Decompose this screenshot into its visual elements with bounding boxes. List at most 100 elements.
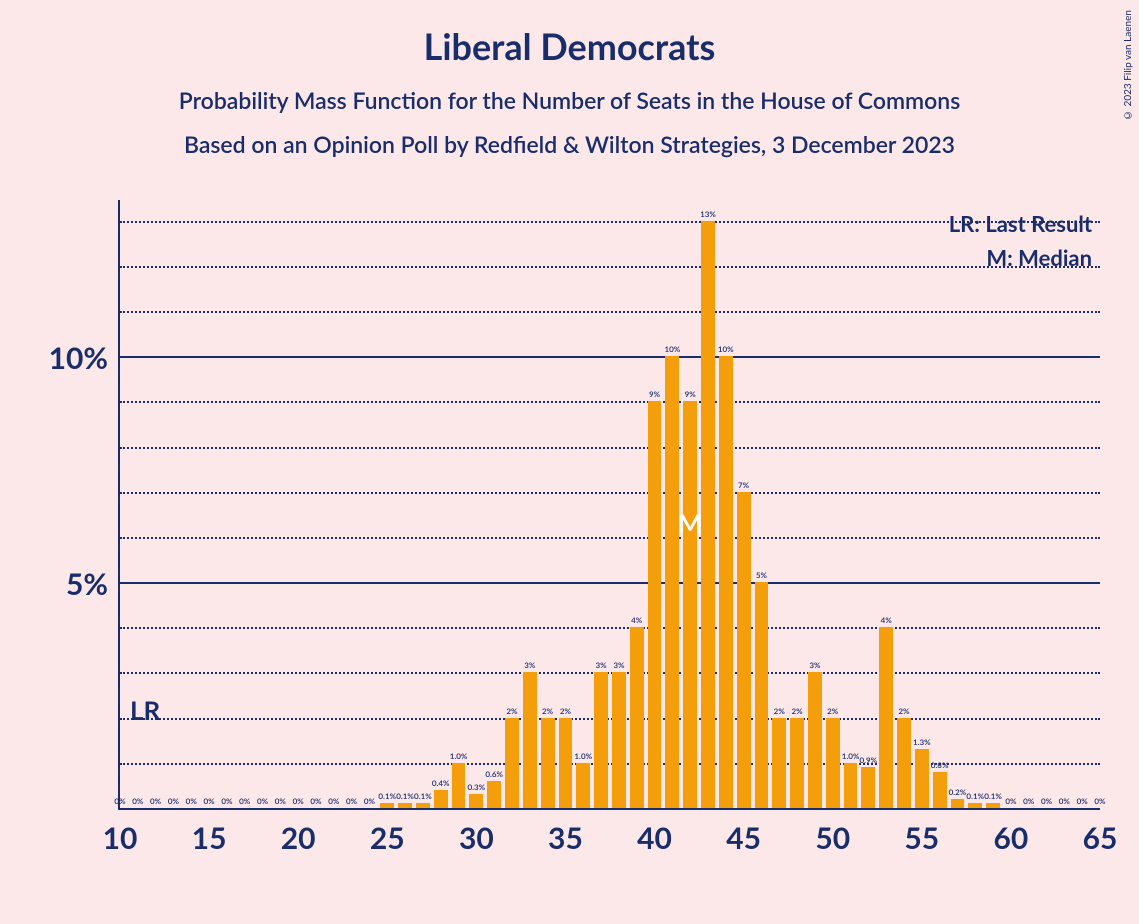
bar-value-label: 2% — [542, 706, 553, 716]
x-axis-label: 25 — [370, 820, 405, 856]
bar: 0.1% — [380, 803, 394, 808]
bar-value-label: 0.2% — [949, 787, 967, 797]
bar: 2% — [541, 718, 555, 808]
gridline — [120, 492, 1100, 494]
bar-value-label: 0% — [1094, 796, 1105, 806]
bar-value-label: 2% — [506, 706, 517, 716]
bar-value-label: 2% — [898, 706, 909, 716]
bar-value-label: 0.1% — [396, 791, 414, 801]
bar-value-label: 3% — [524, 660, 535, 670]
bar-value-label: 10% — [718, 344, 734, 354]
bar-value-label: 0% — [221, 796, 232, 806]
y-axis-label: 10% — [49, 340, 108, 376]
bar-value-label: 1.3% — [913, 737, 931, 747]
bar: 5% — [755, 582, 769, 808]
gridline — [120, 672, 1100, 674]
bar-value-label: 4% — [631, 615, 642, 625]
bar-value-label: 0% — [328, 796, 339, 806]
bar: 1.0% — [452, 763, 466, 808]
gridline — [120, 356, 1100, 358]
bar-value-label: 9% — [649, 389, 660, 399]
x-axis-label: 20 — [281, 820, 316, 856]
bar: 2% — [559, 718, 573, 808]
bar-value-label: 0% — [364, 796, 375, 806]
bar-value-label: 3% — [596, 660, 607, 670]
bar: 1.0% — [576, 763, 590, 808]
bar-value-label: 0% — [168, 796, 179, 806]
bar-value-label: 0% — [1041, 796, 1052, 806]
x-axis-label: 35 — [548, 820, 583, 856]
bar-value-label: 0.1% — [966, 791, 984, 801]
bar-value-label: 2% — [792, 706, 803, 716]
x-axis-label: 10 — [103, 820, 138, 856]
bar-value-label: 0% — [204, 796, 215, 806]
bar-value-label: 2% — [560, 706, 571, 716]
bar-value-label: 3% — [613, 660, 624, 670]
last-result-marker: LR — [130, 694, 160, 726]
bar-value-label: 0% — [275, 796, 286, 806]
bar-value-label: 0.8% — [931, 760, 949, 770]
x-axis-label: 65 — [1083, 820, 1118, 856]
bar-value-label: 0.1% — [414, 791, 432, 801]
bar: 2% — [826, 718, 840, 808]
bar-value-label: 0% — [257, 796, 268, 806]
bar-value-label: 0% — [239, 796, 250, 806]
chart-plot-area: LR: Last Result M: Median 5%10%101520253… — [120, 200, 1100, 810]
bar: 9%M — [683, 401, 697, 808]
y-axis-label: 5% — [66, 566, 108, 602]
bar-value-label: 1.0% — [574, 751, 592, 761]
bar-value-label: 10% — [664, 344, 680, 354]
bar-value-label: 5% — [756, 570, 767, 580]
bar: 3% — [594, 672, 608, 808]
x-axis-label: 40 — [637, 820, 672, 856]
bar: 13% — [701, 221, 715, 808]
bar: 4% — [879, 627, 893, 808]
x-axis-label: 60 — [994, 820, 1029, 856]
x-axis-label: 45 — [726, 820, 761, 856]
bar-value-label: 0.1% — [984, 791, 1002, 801]
bar-value-label: 0% — [114, 796, 125, 806]
chart-subtitle-1: Probability Mass Function for the Number… — [0, 68, 1139, 114]
x-axis-line — [120, 808, 1100, 810]
bar: 3% — [523, 672, 537, 808]
x-axis-label: 55 — [904, 820, 939, 856]
bar: 0.6% — [487, 781, 501, 808]
bar-value-label: 0% — [1059, 796, 1070, 806]
bar-value-label: 9% — [685, 389, 696, 399]
bar: 4% — [630, 627, 644, 808]
median-marker: M — [678, 507, 703, 539]
bar-value-label: 0.9% — [860, 755, 878, 765]
bar: 1.0% — [844, 763, 858, 808]
bar: 0.9% — [861, 767, 875, 808]
gridline — [120, 582, 1100, 584]
bar-value-label: 0% — [186, 796, 197, 806]
bar: 10% — [665, 356, 679, 808]
x-axis-label: 50 — [815, 820, 850, 856]
bar: 2% — [790, 718, 804, 808]
bar: 2% — [772, 718, 786, 808]
bar: 10% — [719, 356, 733, 808]
bar: 0.1% — [416, 803, 430, 808]
bar: 9% — [648, 401, 662, 808]
bar-value-label: 3% — [809, 660, 820, 670]
bar: 0.1% — [968, 803, 982, 808]
bar: 2% — [897, 718, 911, 808]
bar: 0.1% — [986, 803, 1000, 808]
gridline — [120, 221, 1100, 223]
gridline — [120, 718, 1100, 720]
bar-value-label: 1.0% — [842, 751, 860, 761]
bar: 0.1% — [398, 803, 412, 808]
bar-value-label: 0% — [132, 796, 143, 806]
bar-value-label: 0% — [1005, 796, 1016, 806]
bar: 0.3% — [469, 794, 483, 808]
bar-value-label: 1.0% — [450, 751, 468, 761]
bar-value-label: 2% — [827, 706, 838, 716]
copyright-text: © 2023 Filip van Laenen — [1122, 10, 1134, 121]
bar-value-label: 0% — [346, 796, 357, 806]
bar-value-label: 0.4% — [432, 778, 450, 788]
bar: 0.4% — [434, 790, 448, 808]
bar-value-label: 4% — [881, 615, 892, 625]
chart-subtitle-2: Based on an Opinion Poll by Redfield & W… — [0, 114, 1139, 158]
bar-value-label: 0% — [310, 796, 321, 806]
bar-value-label: 7% — [738, 480, 749, 490]
